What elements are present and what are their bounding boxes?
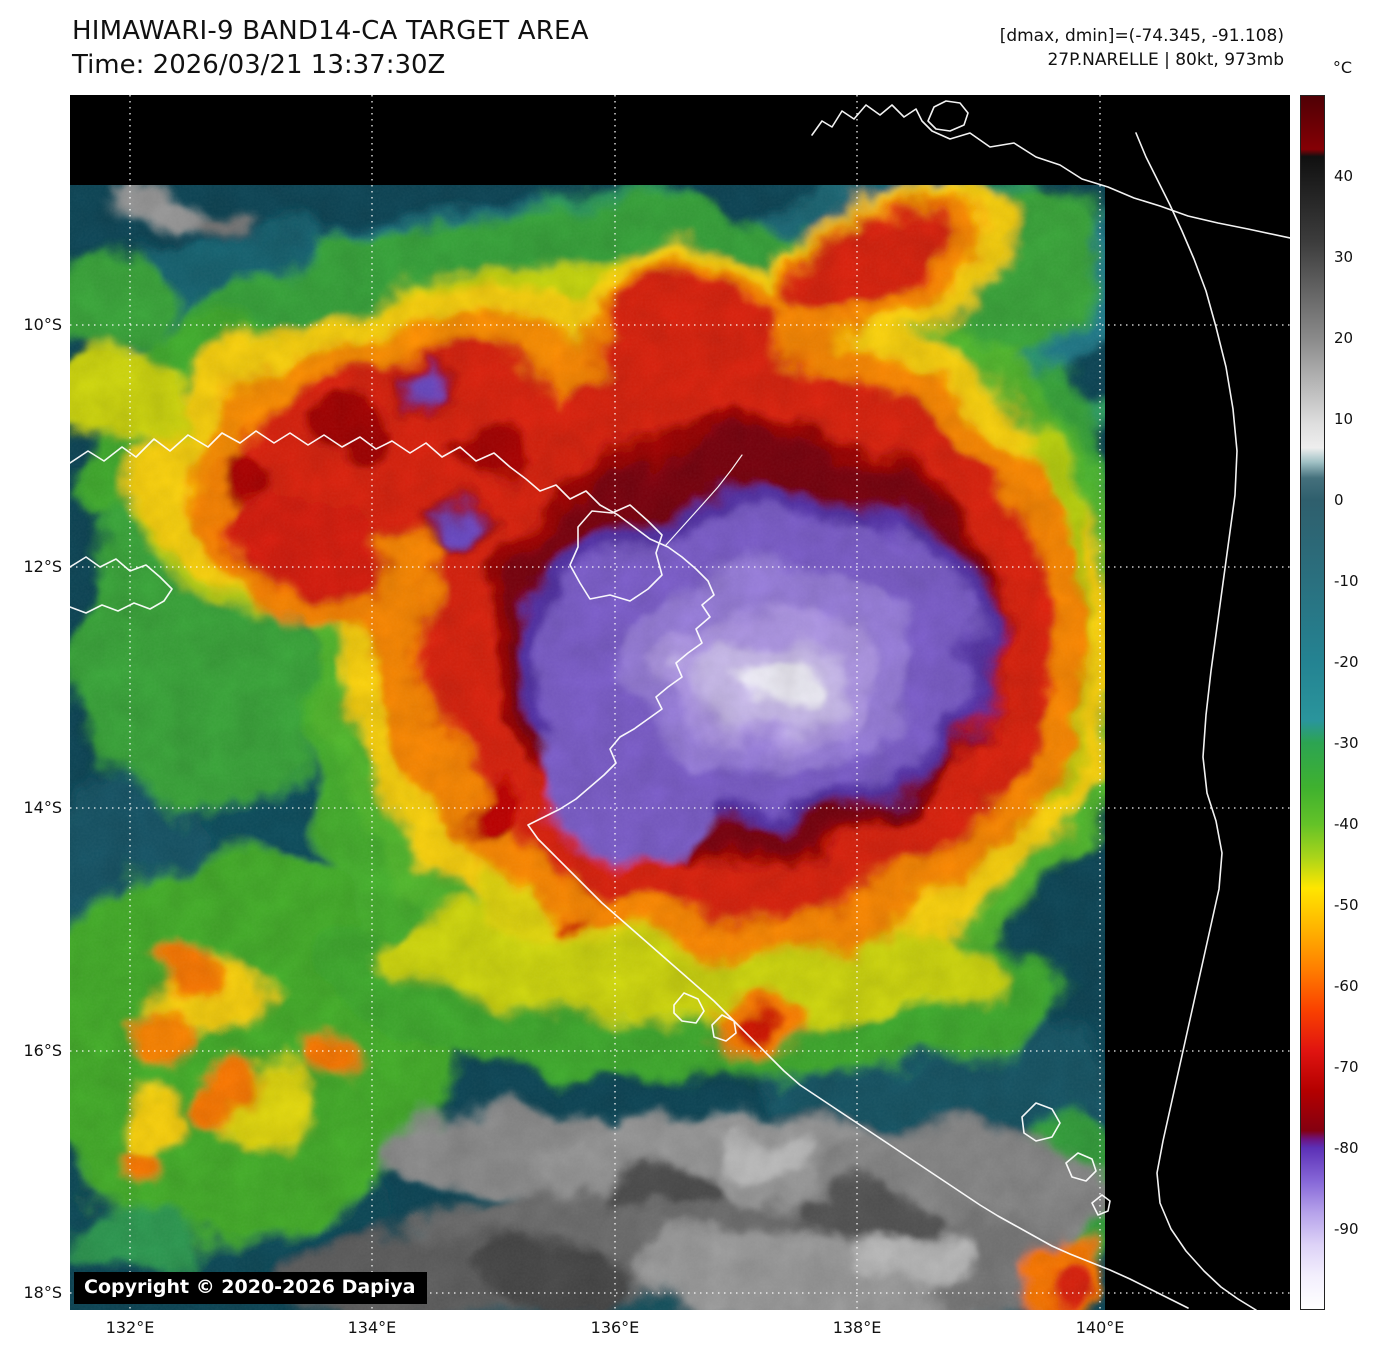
page-title: HIMAWARI-9 BAND14-CA TARGET AREA — [72, 16, 589, 46]
coastline-wessel-islands — [665, 454, 743, 546]
colorbar-ticks: 40 30 20 10 0 -10 -20 -30 -40 -50 -60 -70 -80 -90 — [1334, 95, 1386, 1310]
lon-axis: 132°E 134°E 136°E 138°E 140°E — [70, 1318, 1290, 1342]
colorbar-tick-label: -40 — [1334, 815, 1359, 833]
lon-tick-label: 132°E — [105, 1318, 155, 1337]
coastline-overlay — [69, 100, 1291, 1311]
storm-info: 27P.NARELLE | 80kt, 973mb — [1047, 50, 1284, 70]
colorbar-tick-label: -30 — [1334, 734, 1359, 752]
coastline-wellesley-islands — [1021, 1102, 1111, 1216]
colorbar-tick-label: 0 — [1334, 491, 1344, 509]
colorbar-tick-label: 20 — [1334, 329, 1354, 347]
coastline-pellew-islands — [673, 992, 737, 1042]
colorbar-tick-label: -50 — [1334, 896, 1359, 914]
colorbar-tick-label: 10 — [1334, 410, 1354, 428]
lat-tick-label: 10°S — [23, 314, 62, 334]
lon-tick-label: 138°E — [832, 1318, 882, 1337]
lon-tick-label: 140°E — [1075, 1318, 1125, 1337]
colorbar-tick-label: -20 — [1334, 653, 1359, 671]
timestamp: Time: 2026/03/21 13:37:30Z — [72, 50, 446, 80]
dmax-dmin-readout: [dmax, dmin]=(-74.345, -91.108) — [999, 26, 1284, 46]
lon-tick-label: 136°E — [590, 1318, 640, 1337]
lon-tick-label: 134°E — [347, 1318, 397, 1337]
satellite-image — [69, 95, 1291, 1311]
colorbar-tick-label: -60 — [1334, 977, 1359, 995]
colorbar-tick-label: -10 — [1334, 572, 1359, 590]
lat-tick-label: 12°S — [23, 557, 62, 577]
colorbar-tick-label: -70 — [1334, 1058, 1359, 1076]
lat-tick-label: 16°S — [23, 1040, 62, 1060]
coastline-top-end — [69, 556, 173, 614]
colorbar-unit: °C — [1332, 58, 1352, 77]
colorbar-tick-label: -80 — [1334, 1139, 1359, 1157]
coastline-groote-eylandt — [569, 504, 663, 602]
colorbar — [1300, 95, 1325, 1310]
colorbar-tick-label: 40 — [1334, 167, 1354, 185]
coastline-cape-york — [1135, 132, 1257, 1311]
satellite-map: Copyright © 2020-2026 Dapiya — [69, 95, 1291, 1311]
lat-tick-label: 14°S — [23, 797, 62, 817]
copyright-badge: Copyright © 2020-2026 Dapiya — [74, 1272, 428, 1304]
coastline-gulf — [69, 430, 1189, 1309]
coastline-new-guinea — [811, 104, 1291, 239]
colorbar-tick-label: -90 — [1334, 1220, 1359, 1238]
lat-axis: 10°S 12°S 14°S 16°S 18°S — [0, 95, 64, 1310]
colorbar-tick-label: 30 — [1334, 248, 1354, 266]
coastline-island — [927, 100, 969, 132]
graticule-gridlines — [70, 95, 1290, 1310]
lat-tick-label: 18°S — [23, 1282, 62, 1302]
data-swath — [70, 185, 1105, 1310]
